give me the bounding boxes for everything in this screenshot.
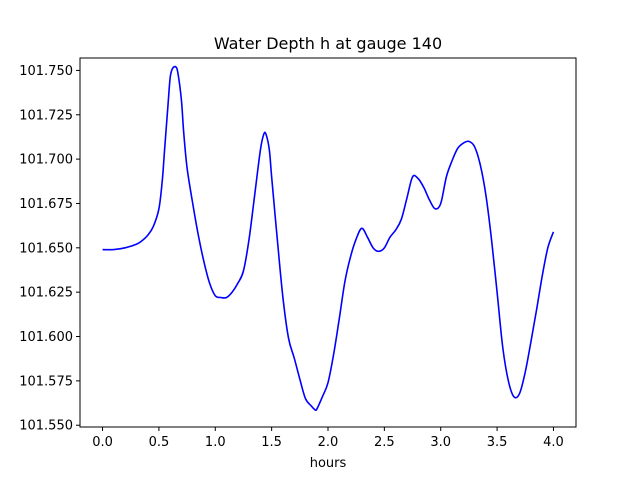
x-tick-label: 1.5 <box>261 435 282 450</box>
y-axis-ticks: 101.550 101.575 101.600 101.625 101.650 101.6… <box>19 64 80 434</box>
series-layer <box>102 65 555 412</box>
series-line <box>102 65 555 412</box>
x-axis-ticks: 0.0 0.5 1.0 1.5 2.0 2.5 3.0 3.5 4.0 <box>92 427 564 450</box>
y-tick-label: 101.600 <box>19 330 73 345</box>
x-tick-label: 0.5 <box>149 435 170 450</box>
y-tick-label: 101.550 <box>19 419 73 434</box>
x-axis-label: hours <box>310 456 347 471</box>
y-tick-label: 101.700 <box>19 153 73 168</box>
plot-area <box>79 57 577 428</box>
x-tick-label: 3.0 <box>430 435 451 450</box>
x-tick-label: 0.0 <box>92 435 113 450</box>
x-tick-label: 2.5 <box>374 435 395 450</box>
x-tick-label: 2.0 <box>318 435 339 450</box>
y-tick-label: 101.725 <box>19 108 73 123</box>
chart-title: Water Depth h at gauge 140 <box>214 34 442 53</box>
y-tick-label: 101.650 <box>19 241 73 256</box>
y-tick-label: 101.575 <box>19 374 73 389</box>
y-tick-label: 101.675 <box>19 197 73 212</box>
x-tick-label: 4.0 <box>543 435 564 450</box>
y-tick-label: 101.625 <box>19 286 73 301</box>
x-tick-label: 1.0 <box>205 435 226 450</box>
y-tick-label: 101.750 <box>19 64 73 79</box>
x-tick-label: 3.5 <box>487 435 508 450</box>
